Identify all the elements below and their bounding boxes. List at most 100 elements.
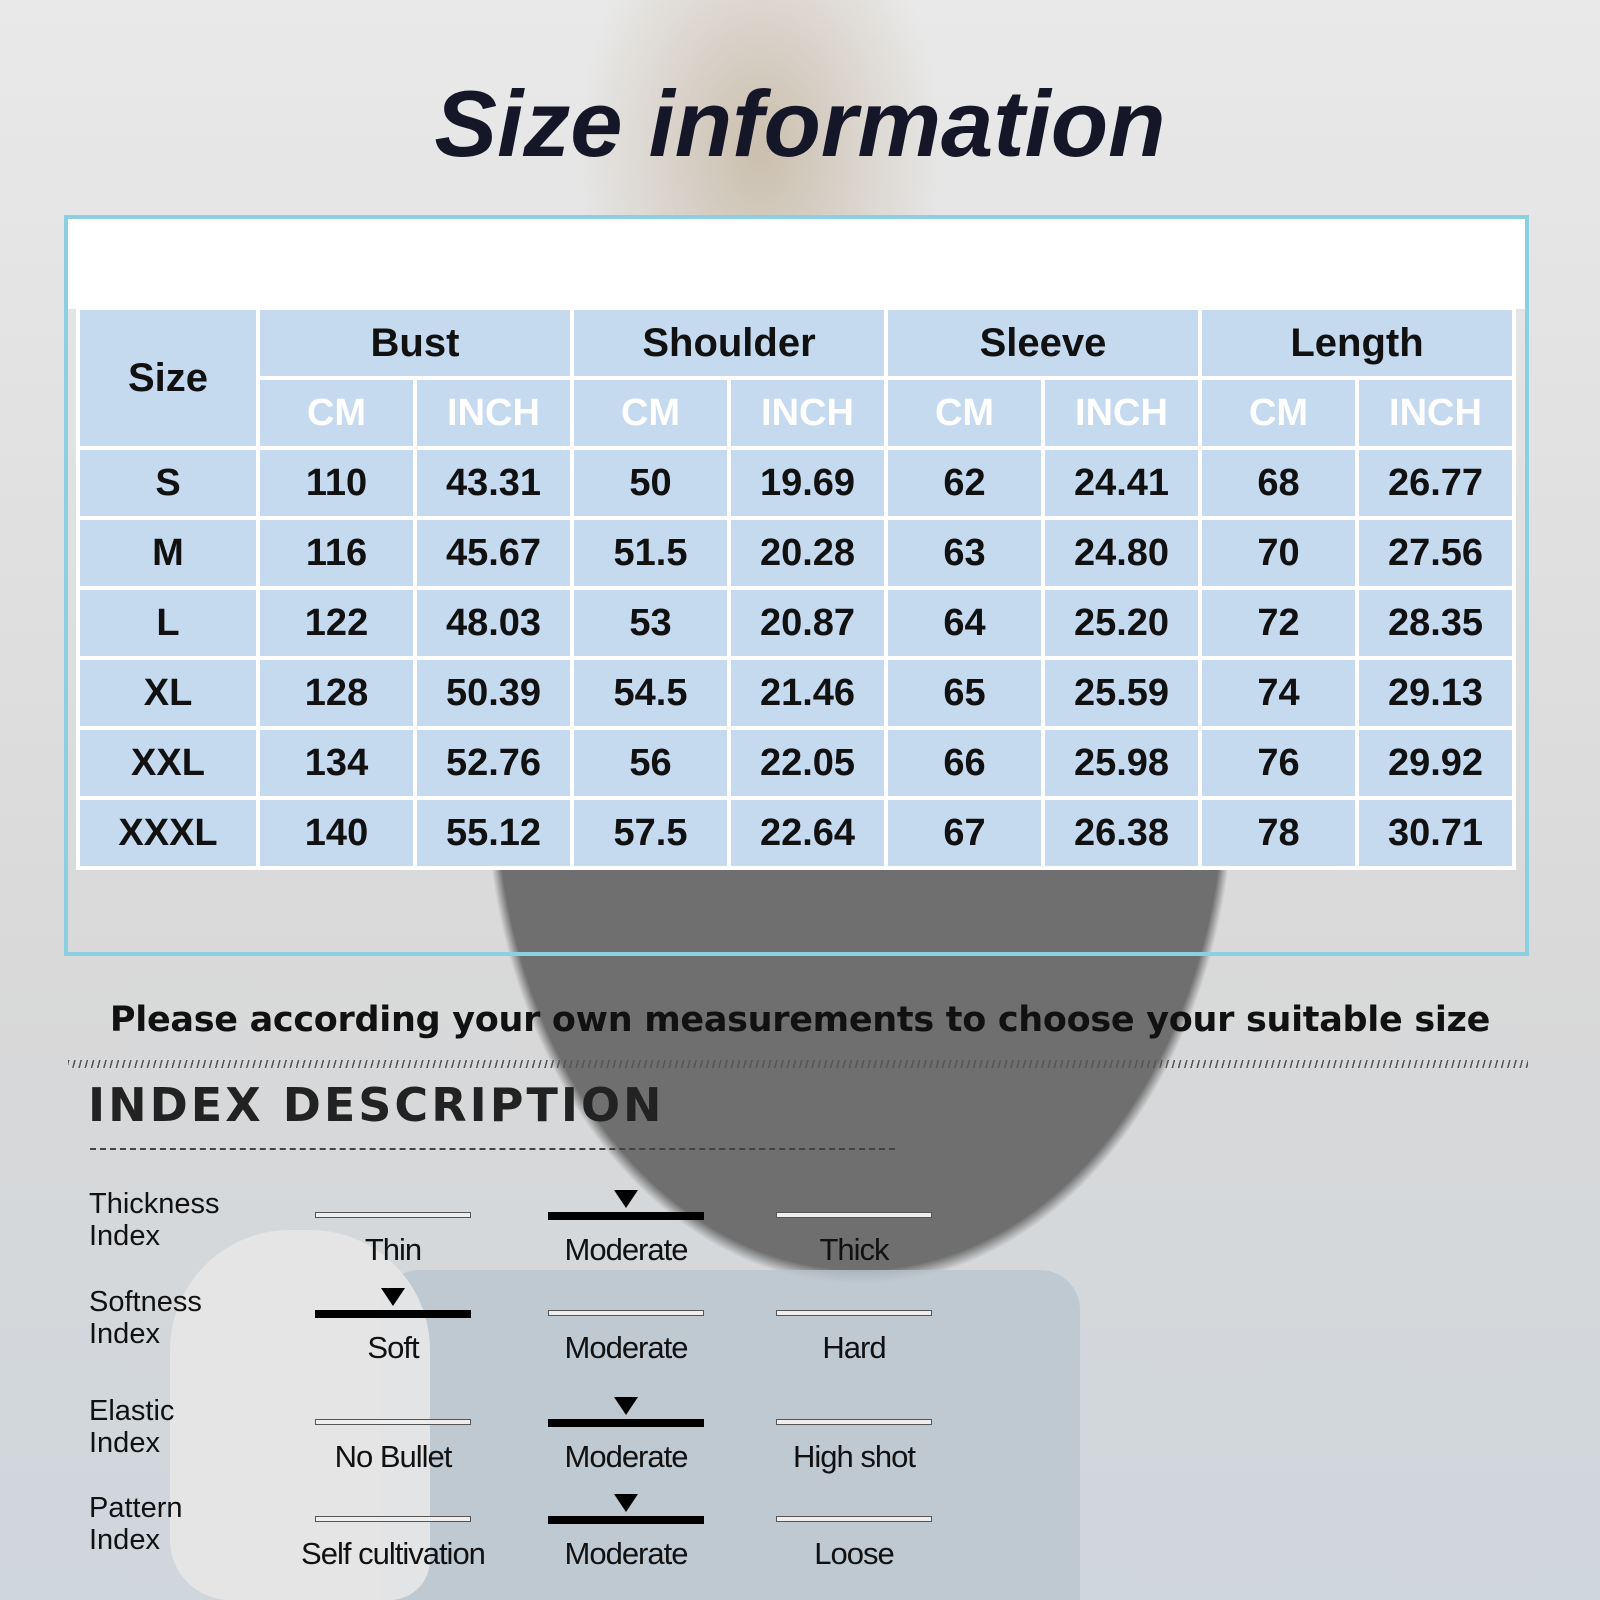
index-option: High shot <box>776 1395 932 1495</box>
unit-header: INCH <box>1045 380 1198 446</box>
index-option: Loose <box>776 1492 932 1592</box>
selected-arrow-icon <box>614 1494 638 1512</box>
table-row: XL 128 50.39 54.5 21.46 65 25.59 74 29.13 <box>80 660 1512 726</box>
value-cell: 62 <box>888 450 1041 516</box>
index-option: Thick <box>776 1188 932 1288</box>
value-cell: 22.64 <box>731 800 884 866</box>
index-row: Pattern Index Self cultivation Moderate Loo… <box>0 1492 1000 1592</box>
value-cell: 128 <box>260 660 413 726</box>
index-label: Thickness Index <box>89 1188 220 1252</box>
value-cell: 74 <box>1202 660 1355 726</box>
dashed-divider <box>90 1148 895 1150</box>
value-cell: 45.67 <box>417 520 570 586</box>
size-cell: XXXL <box>80 800 256 866</box>
index-option: No Bullet <box>315 1395 471 1495</box>
index-option-label: Moderate <box>564 1330 689 1365</box>
length-header: Length <box>1202 310 1512 376</box>
bust-header: Bust <box>260 310 570 376</box>
index-title: INDEX DESCRIPTION <box>88 1078 665 1132</box>
value-cell: 26.38 <box>1045 800 1198 866</box>
value-cell: 110 <box>260 450 413 516</box>
unit-header: CM <box>574 380 727 446</box>
value-cell: 72 <box>1202 590 1355 656</box>
hatched-divider <box>68 1060 1528 1068</box>
value-cell: 50 <box>574 450 727 516</box>
size-table: Size Bust Shoulder Sleeve Length CM INCH C… <box>76 306 1516 870</box>
sleeve-header: Sleeve <box>888 310 1198 376</box>
value-cell: 24.80 <box>1045 520 1198 586</box>
table-row: XXXL 140 55.12 57.5 22.64 67 26.38 78 30.71 <box>80 800 1512 866</box>
index-bar <box>548 1310 704 1316</box>
index-option-label: Moderate <box>564 1232 689 1267</box>
value-cell: 76 <box>1202 730 1355 796</box>
unit-header: CM <box>260 380 413 446</box>
value-cell: 25.59 <box>1045 660 1198 726</box>
index-option: Moderate <box>548 1395 704 1495</box>
index-option-label: Hard <box>822 1330 886 1365</box>
index-option: Soft <box>315 1286 471 1386</box>
size-header: Size <box>80 310 256 446</box>
index-option: Moderate <box>548 1188 704 1288</box>
value-cell: 53 <box>574 590 727 656</box>
table-row: M 116 45.67 51.5 20.28 63 24.80 70 27.56 <box>80 520 1512 586</box>
index-option-label: Soft <box>367 1330 419 1365</box>
index-option: Hard <box>776 1286 932 1386</box>
value-cell: 20.87 <box>731 590 884 656</box>
value-cell: 68 <box>1202 450 1355 516</box>
frame-top-fill <box>68 219 1525 309</box>
index-bar <box>548 1419 704 1427</box>
value-cell: 22.05 <box>731 730 884 796</box>
value-cell: 70 <box>1202 520 1355 586</box>
index-option-label: Moderate <box>564 1439 689 1474</box>
value-cell: 27.56 <box>1359 520 1512 586</box>
size-cell: M <box>80 520 256 586</box>
value-cell: 65 <box>888 660 1041 726</box>
value-cell: 21.46 <box>731 660 884 726</box>
size-cell: L <box>80 590 256 656</box>
value-cell: 29.92 <box>1359 730 1512 796</box>
size-note: Please according your own measurements t… <box>109 1000 1491 1040</box>
value-cell: 56 <box>574 730 727 796</box>
index-bar <box>315 1310 471 1318</box>
value-cell: 28.35 <box>1359 590 1512 656</box>
unit-header: INCH <box>1359 380 1512 446</box>
value-cell: 51.5 <box>574 520 727 586</box>
unit-header: INCH <box>731 380 884 446</box>
value-cell: 54.5 <box>574 660 727 726</box>
index-option-label: No Bullet <box>334 1439 453 1474</box>
index-option-label: Thin <box>364 1232 422 1267</box>
value-cell: 48.03 <box>417 590 570 656</box>
index-bar <box>776 1212 932 1218</box>
value-cell: 78 <box>1202 800 1355 866</box>
table-row: XXL 134 52.76 56 22.05 66 25.98 76 29.92 <box>80 730 1512 796</box>
value-cell: 43.31 <box>417 450 570 516</box>
index-bar <box>548 1516 704 1524</box>
value-cell: 134 <box>260 730 413 796</box>
table-row: L 122 48.03 53 20.87 64 25.20 72 28.35 <box>80 590 1512 656</box>
unit-header: CM <box>888 380 1041 446</box>
index-bar <box>776 1516 932 1522</box>
index-row: Thickness Index Thin Moderate Thick <box>0 1188 1000 1288</box>
index-option-label: High shot <box>793 1439 916 1474</box>
value-cell: 30.71 <box>1359 800 1512 866</box>
index-option: Self cultivation <box>301 1492 486 1592</box>
size-cell: XL <box>80 660 256 726</box>
value-cell: 29.13 <box>1359 660 1512 726</box>
value-cell: 26.77 <box>1359 450 1512 516</box>
index-bar <box>315 1419 471 1425</box>
value-cell: 25.98 <box>1045 730 1198 796</box>
value-cell: 20.28 <box>731 520 884 586</box>
selected-arrow-icon <box>614 1397 638 1415</box>
value-cell: 55.12 <box>417 800 570 866</box>
index-label: Pattern Index <box>89 1492 183 1556</box>
size-cell: S <box>80 450 256 516</box>
table-row: S 110 43.31 50 19.69 62 24.41 68 26.77 <box>80 450 1512 516</box>
selected-arrow-icon <box>614 1190 638 1208</box>
size-table-frame <box>64 215 1529 956</box>
value-cell: 63 <box>888 520 1041 586</box>
value-cell: 25.20 <box>1045 590 1198 656</box>
index-row: Elastic Index No Bullet Moderate High shot <box>0 1395 1000 1495</box>
size-cell: XXL <box>80 730 256 796</box>
index-option: Thin <box>315 1188 471 1288</box>
index-option-label: Self cultivation <box>301 1536 486 1571</box>
